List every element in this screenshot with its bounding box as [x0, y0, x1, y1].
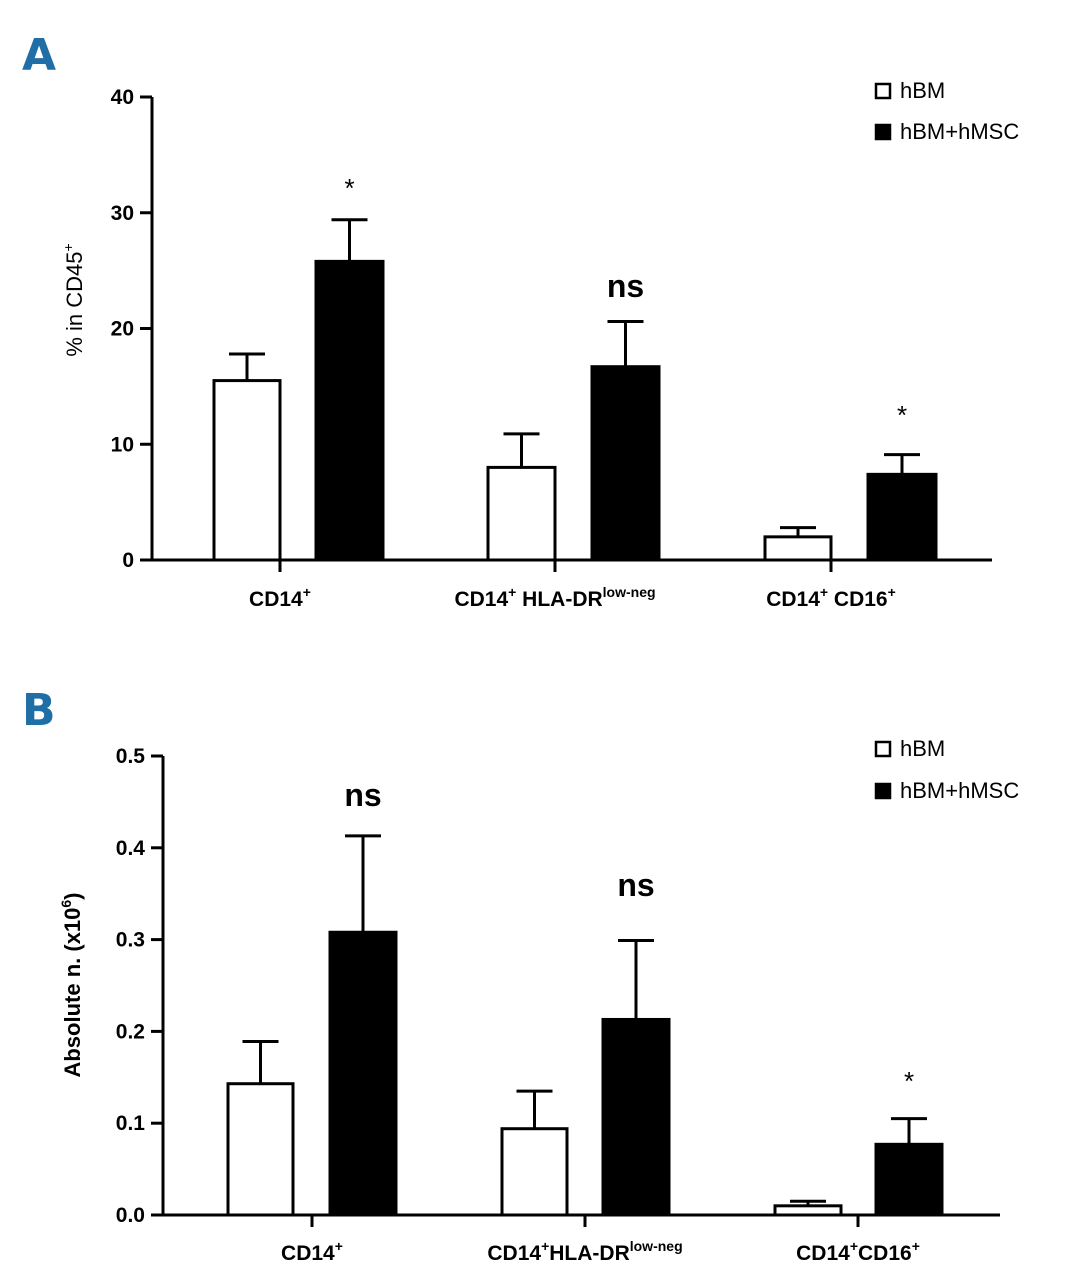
- panel-b: B Absolute n. (x106) 0.00.10.20.30.40.5 …: [22, 685, 1019, 1265]
- panel-letter-b: B: [22, 685, 56, 736]
- y-tick-label: 10: [111, 433, 134, 456]
- category-label-part: CD16: [828, 588, 888, 611]
- y-axis-title-a: % in CD45+: [60, 243, 87, 356]
- bar-hbm-hmsc: [874, 1142, 944, 1217]
- significance-labels-a: * ns *: [344, 173, 907, 430]
- category-label-part: +: [820, 584, 828, 600]
- y-tick-label: 0.4: [116, 837, 146, 860]
- significance-label: ns: [607, 268, 644, 304]
- axes-b: 0.0 0.1 0.2 0.3 0.4 0.5: [116, 745, 1000, 1227]
- y-axis-title-b-sup: 6: [58, 900, 74, 908]
- category-label: CD14+ CD16+: [766, 584, 896, 611]
- category-labels-b: CD14+ CD14+HLA-DRlow-neg CD14+CD16+: [281, 1238, 920, 1265]
- category-label-part: +: [850, 1238, 858, 1254]
- y-axis-title-b: Absolute n. (x106): [58, 892, 85, 1077]
- y-tick-label: 0.1: [116, 1112, 146, 1135]
- category-label-part: CD14: [281, 1242, 335, 1265]
- category-label-part: low-neg: [630, 1238, 683, 1254]
- bar-hbm-hmsc: [590, 365, 661, 562]
- significance-label: *: [897, 400, 907, 430]
- y-tick-label: 0: [122, 549, 134, 572]
- y-axis-title-b-main: Absolute n. (x10: [60, 908, 85, 1078]
- legend-a: hBM hBM+hMSC: [874, 78, 1019, 144]
- significance-label: *: [344, 173, 354, 203]
- category-label-part: +: [541, 1238, 549, 1254]
- legend-b-swatch-hbm-hmsc: [874, 782, 892, 800]
- y-tick-label: 40: [111, 86, 134, 109]
- bar-hbm: [212, 379, 282, 562]
- significance-label: *: [904, 1066, 914, 1096]
- significance-label: ns: [344, 777, 381, 813]
- category-label-part: CD14: [487, 1242, 541, 1265]
- bar-hbm: [773, 1204, 843, 1217]
- y-axis-title-b-end: ): [60, 892, 85, 899]
- legend-a-swatch-hbm-hmsc: [874, 123, 892, 141]
- category-labels-a: CD14+ CD14+ HLA-DRlow-neg CD14+ CD16+: [249, 584, 896, 611]
- axes-a: 0 10 20 30 40: [111, 86, 992, 572]
- category-label-part: +: [912, 1238, 920, 1254]
- legend-b: hBM hBM+hMSC: [874, 736, 1019, 803]
- y-tick-label: 0.2: [116, 1020, 145, 1043]
- category-label-part: CD14: [796, 1242, 850, 1265]
- bar-hbm: [486, 465, 557, 562]
- category-label: CD14+: [281, 1238, 343, 1265]
- category-label-part: CD16: [858, 1242, 912, 1265]
- category-label: CD14+CD16+: [796, 1238, 920, 1265]
- y-tick-label: 0.5: [116, 745, 146, 768]
- category-label: CD14+ HLA-DRlow-neg: [454, 584, 655, 611]
- bars-b: [226, 834, 944, 1217]
- category-label: CD14+: [249, 584, 311, 611]
- bars-a: [212, 218, 938, 562]
- bar-hbm-hmsc: [601, 1017, 671, 1217]
- bar-hbm-hmsc: [328, 930, 398, 1217]
- category-label-part: +: [303, 584, 311, 600]
- category-label-part: HLA-DR: [516, 588, 602, 611]
- legend-a-label-hbm-hmsc: hBM+hMSC: [900, 119, 1019, 144]
- bar-hbm: [763, 535, 833, 562]
- y-tick-label: 0.3: [116, 929, 145, 952]
- y-axis-title-a-sup: +: [60, 243, 76, 251]
- panel-letter-a: A: [22, 30, 56, 81]
- significance-labels-b: ns ns *: [344, 777, 914, 1096]
- y-axis-title-a-main: % in CD45: [62, 252, 87, 357]
- category-label-part: CD14: [454, 588, 508, 611]
- bar-hbm-hmsc: [866, 472, 938, 562]
- y-tick-label: 0.0: [116, 1204, 145, 1227]
- significance-label: ns: [617, 867, 654, 903]
- category-label-part: CD14: [766, 588, 820, 611]
- legend-a-label-hbm: hBM: [900, 78, 945, 103]
- bar-hbm: [226, 1082, 295, 1217]
- legend-b-label-hbm-hmsc: hBM+hMSC: [900, 778, 1019, 803]
- legend-b-swatch-hbm: [874, 740, 892, 758]
- category-label-part: low-neg: [603, 584, 656, 600]
- legend-b-label-hbm: hBM: [900, 736, 945, 761]
- bar-hbm: [500, 1127, 569, 1217]
- bar-hbm-hmsc: [314, 259, 385, 562]
- legend-a-swatch-hbm: [874, 82, 892, 100]
- category-label-part: CD14: [249, 588, 303, 611]
- category-label: CD14+HLA-DRlow-neg: [487, 1238, 682, 1265]
- category-label-part: +: [888, 584, 896, 600]
- category-label-part: +: [508, 584, 516, 600]
- category-label-part: HLA-DR: [549, 1242, 629, 1265]
- category-label-part: +: [335, 1238, 343, 1254]
- y-tick-label: 30: [111, 202, 134, 225]
- y-tick-label: 20: [111, 318, 134, 341]
